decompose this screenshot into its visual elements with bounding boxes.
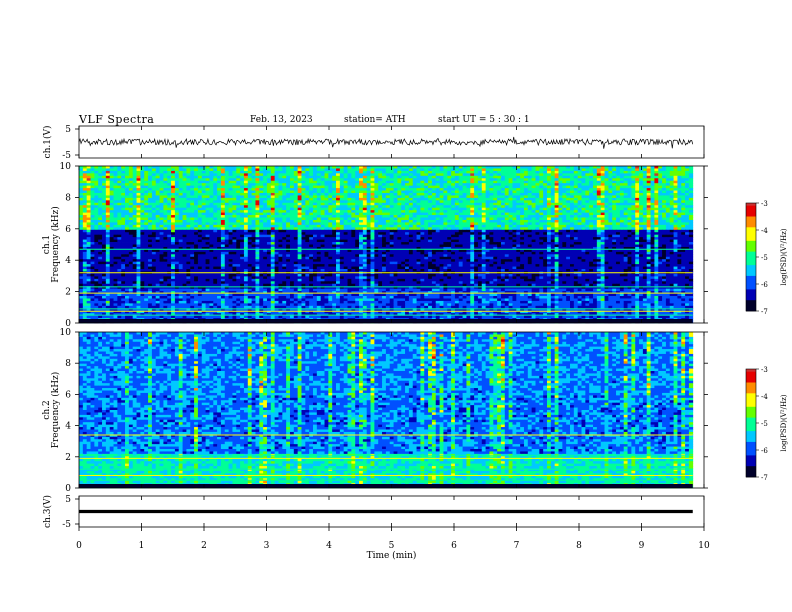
ch3-ytick-label: -5 — [62, 520, 71, 530]
spec2-ytick-label: 6 — [65, 390, 71, 400]
spec1-ytick-label: 6 — [65, 225, 71, 235]
xaxis-label: Time (min) — [367, 550, 417, 561]
xtick-label: 4 — [326, 541, 332, 551]
colorbar-1-tick-label: -3 — [761, 200, 768, 208]
colorbar-1-tick-label: -7 — [761, 308, 768, 316]
xtick-label: 5 — [389, 541, 395, 551]
colorbar-1-label: log(PSD)(V²/Hz) — [780, 228, 788, 285]
ch1-waveform-line — [78, 136, 694, 149]
spec2-ytick-label: 4 — [65, 422, 71, 432]
xtick-label: 0 — [76, 541, 82, 551]
colorbar-1-tick-label: -4 — [761, 227, 768, 235]
xtick-label: 7 — [514, 541, 520, 551]
colorbar-2-tick-label: -5 — [761, 420, 768, 428]
ch1-ytick-label: 5 — [65, 125, 71, 135]
ch3-ylabel: ch.3(V) — [42, 495, 53, 528]
spec2-ytick-label: 0 — [65, 484, 71, 494]
colorbar-2-label: log(PSD)(V²/Hz) — [780, 394, 788, 451]
spec1-ylabel-channel: ch.1 — [42, 235, 52, 254]
colorbar-2-tick-label: -3 — [761, 366, 768, 374]
xtick-label: 9 — [639, 541, 645, 551]
spec2-ylabel-channel: ch.2 — [42, 400, 52, 419]
date-label: Feb. 13, 2023 — [250, 116, 313, 125]
colorbar-2-tick-label: -7 — [761, 474, 768, 482]
station-label: station= ATH — [344, 116, 406, 125]
spec2-ylabel-frequency: Frequency (kHz) — [50, 372, 61, 449]
spec1-ytick-label: 10 — [60, 162, 72, 172]
spectrogram-2-image — [79, 332, 694, 489]
xtick-label: 1 — [139, 541, 145, 551]
xtick-label: 10 — [698, 541, 710, 551]
spec1-ylabel-frequency: Frequency (kHz) — [50, 206, 61, 283]
xtick-label: 6 — [451, 541, 457, 551]
colorbar-1 — [745, 202, 757, 312]
colorbar-1-tick-label: -6 — [761, 281, 768, 289]
ch3-ytick-label: 5 — [65, 495, 71, 505]
spec1-ytick-label: 8 — [65, 193, 71, 203]
ch1-ytick-label: -5 — [62, 151, 71, 161]
spec1-ytick-label: 4 — [65, 256, 71, 266]
colorbar-2-tick-label: -6 — [761, 447, 768, 455]
colorbar-2-tick-label: -4 — [761, 393, 768, 401]
figure-title: VLF Spectra — [79, 114, 154, 125]
xtick-label: 3 — [264, 541, 270, 551]
spec1-ytick-label: 0 — [65, 319, 71, 329]
colorbar-2 — [745, 368, 757, 478]
spec2-ytick-label: 2 — [65, 453, 71, 463]
ch1-ylabel: ch.1(V) — [42, 126, 53, 159]
xtick-label: 8 — [576, 541, 582, 551]
spec1-ytick-label: 2 — [65, 288, 71, 298]
xtick-label: 2 — [201, 541, 207, 551]
spectrogram-1-image — [79, 166, 694, 324]
spec2-ytick-label: 10 — [60, 328, 72, 338]
spec2-ytick-label: 8 — [65, 359, 71, 369]
ch1-waveform-frame — [78, 125, 705, 159]
colorbar-1-tick-label: -5 — [761, 254, 768, 262]
start-time-label: start UT = 5 : 30 : 1 — [438, 116, 530, 125]
